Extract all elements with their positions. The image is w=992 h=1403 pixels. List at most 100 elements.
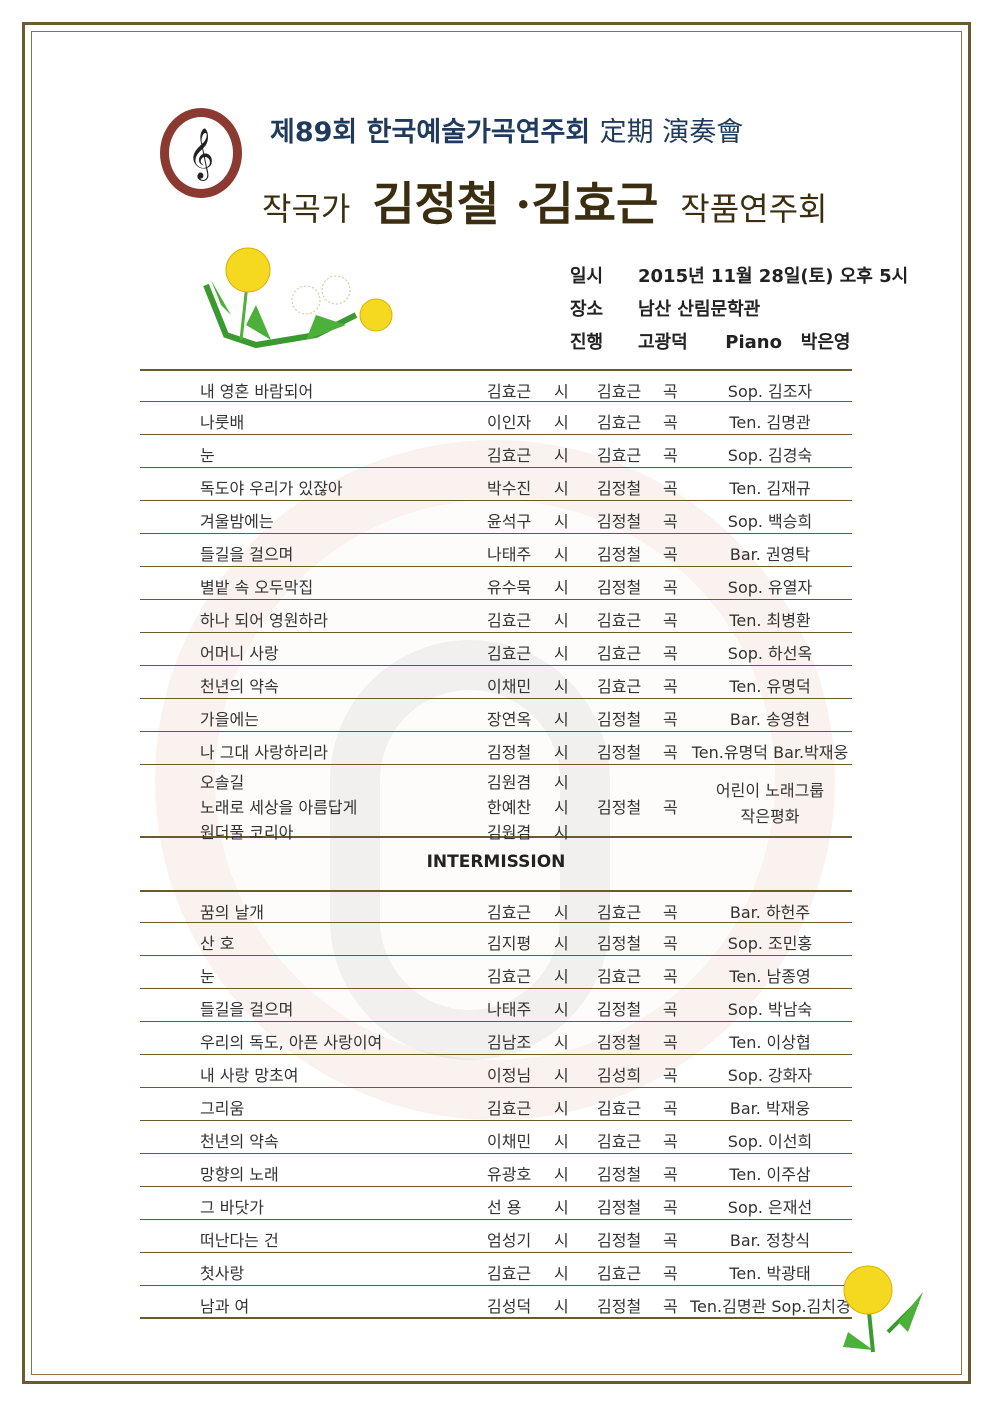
performer: Sop. 이선희 xyxy=(727,1132,813,1151)
program-row: 들길을 걸으며 나태주 시 김정철 곡 Sop. 박남숙 xyxy=(140,989,852,1022)
performer: Sop. 김경숙 xyxy=(727,446,813,465)
lyricist: 김효근 xyxy=(487,1264,532,1283)
composer: 김효근 xyxy=(597,413,642,432)
concert-subtitle: 작곡가 김정철 ·김효근 작품연주회 xyxy=(262,177,828,231)
program-row: 첫사랑 김효근 시 김효근 곡 Ten. 박광태 xyxy=(140,1253,852,1286)
music-label: 곡 xyxy=(663,479,678,498)
composer: 김정철 xyxy=(597,545,642,564)
program-row: 나룻배 이인자 시 김효근 곡 Ten. 김명관 xyxy=(140,402,852,435)
lyricist: 김효근 xyxy=(487,644,532,663)
poem-label: 시 xyxy=(554,773,569,792)
lyricist: 장연옥 xyxy=(487,710,532,729)
composer: 김효근 xyxy=(597,903,642,922)
performer: 작은평화 xyxy=(740,807,800,826)
program-row: 나 그대 사랑하리라 김정철 시 김정철 곡 Ten.유명덕 Bar.박재웅 xyxy=(140,732,852,765)
music-label: 곡 xyxy=(663,743,678,762)
lyricist: 유수묵 xyxy=(487,578,532,597)
lyricist: 김지평 xyxy=(487,934,532,953)
poem-label: 시 xyxy=(554,382,569,401)
music-label: 곡 xyxy=(663,611,678,630)
song-title: 눈 xyxy=(200,446,215,465)
song-title: 어머니 사랑 xyxy=(200,644,279,663)
composer: 김정철 xyxy=(597,798,642,817)
lyricist: 박수진 xyxy=(487,479,532,498)
program-row: 어머니 사랑 김효근 시 김효근 곡 Sop. 하선옥 xyxy=(140,633,852,666)
poem-label: 시 xyxy=(554,1132,569,1151)
music-label: 곡 xyxy=(663,512,678,531)
composer: 김정철 xyxy=(597,578,642,597)
poem-label: 시 xyxy=(554,798,569,817)
poem-label: 시 xyxy=(554,1066,569,1085)
song-title: 나 그대 사랑하리라 xyxy=(200,743,328,762)
poem-label: 시 xyxy=(554,479,569,498)
music-label: 곡 xyxy=(663,1297,678,1316)
poem-label: 시 xyxy=(554,1000,569,1019)
song-title: 그리움 xyxy=(200,1099,245,1118)
composer: 김효근 xyxy=(597,382,642,401)
music-label: 곡 xyxy=(663,1165,678,1184)
song-title: 오솔길 xyxy=(200,773,245,792)
composer: 김효근 xyxy=(597,1264,642,1283)
song-title: 겨울밤에는 xyxy=(200,512,274,531)
program-row: 남과 여 김성덕 시 김정철 곡 Ten.김명관 Sop.김치경 xyxy=(140,1286,852,1319)
song-title: 하나 되어 영원하라 xyxy=(200,611,328,630)
music-label: 곡 xyxy=(663,1132,678,1151)
program-row: 그 바닷가 선 용 시 김정철 곡 Sop. 은재선 xyxy=(140,1187,852,1220)
performer: Ten. 이주삼 xyxy=(729,1165,811,1184)
composer: 김효근 xyxy=(597,611,642,630)
poem-label: 시 xyxy=(554,934,569,953)
song-title: 산 호 xyxy=(200,934,235,953)
song-title: 천년의 약속 xyxy=(200,677,279,696)
dandelion-illustration xyxy=(843,1265,923,1353)
performer: Ten.김명관 Sop.김치경 xyxy=(690,1297,851,1316)
program-part1: 내 영혼 바람되어 김효근 시 김효근 곡 Sop. 김조자 나룻배 이인자 시 김효근 곡 Ten.… xyxy=(140,369,852,842)
song-title: 천년의 약속 xyxy=(200,1132,279,1151)
song-title: 들길을 걸으며 xyxy=(200,545,294,564)
lyricist: 이채민 xyxy=(487,1132,532,1151)
lyricist: 김정철 xyxy=(487,743,532,762)
music-label: 곡 xyxy=(663,1264,678,1283)
composer: 김효근 xyxy=(597,677,642,696)
lyricist: 김남조 xyxy=(487,1033,532,1052)
music-label: 곡 xyxy=(663,934,678,953)
poem-label: 시 xyxy=(554,1033,569,1052)
lyricist: 김효근 xyxy=(487,903,532,922)
program-row: 들길을 걸으며 나태주 시 김정철 곡 Bar. 권영탁 xyxy=(140,534,852,567)
program-row: 눈 김효근 시 김효근 곡 Ten. 남종영 xyxy=(140,956,852,989)
program-row: 눈 김효근 시 김효근 곡 Sop. 김경숙 xyxy=(140,435,852,468)
song-title: 첫사랑 xyxy=(200,1264,245,1283)
concert-title: 제89회 한국예술가곡연주회 定期 演奏會 xyxy=(270,117,744,148)
logo-treble-clef: 𝄞 xyxy=(160,108,242,198)
music-label: 곡 xyxy=(663,967,678,986)
song-title: 들길을 걸으며 xyxy=(200,1000,294,1019)
performer: Ten. 김명관 xyxy=(729,413,811,432)
lyricist: 이인자 xyxy=(487,413,532,432)
performer: Ten. 남종영 xyxy=(729,967,811,986)
composer: 김정철 xyxy=(597,1033,642,1052)
composer: 김정철 xyxy=(597,1198,642,1217)
poem-label: 시 xyxy=(554,1165,569,1184)
poem-label: 시 xyxy=(554,967,569,986)
dandelion-illustration xyxy=(203,247,393,349)
performer: Sop. 강화자 xyxy=(727,1066,813,1085)
music-label: 곡 xyxy=(663,413,678,432)
composer: 김효근 xyxy=(597,967,642,986)
song-title: 노래로 세상을 아름답게 xyxy=(200,798,358,817)
program-row: 우리의 독도, 아픈 사랑이여 김남조 시 김정철 곡 Ten. 이상협 xyxy=(140,1022,852,1055)
song-title: 원더풀 코리아 xyxy=(200,823,294,842)
composer: 김효근 xyxy=(597,644,642,663)
composer: 김성희 xyxy=(597,1066,642,1085)
lyricist: 이채민 xyxy=(487,677,532,696)
poem-label: 시 xyxy=(554,1198,569,1217)
lyricist: 김성덕 xyxy=(487,1297,532,1316)
poem-label: 시 xyxy=(554,1264,569,1283)
poem-label: 시 xyxy=(554,677,569,696)
lyricist: 한예찬 xyxy=(487,798,532,817)
performer: Bar. 박재웅 xyxy=(729,1099,811,1118)
music-label: 곡 xyxy=(663,903,678,922)
program-row: 떠난다는 건 엄성기 시 김정철 곡 Bar. 정창식 xyxy=(140,1220,852,1253)
music-label: 곡 xyxy=(663,382,678,401)
performer: Sop. 은재선 xyxy=(727,1198,813,1217)
program-row: 별밭 속 오두막집 유수묵 시 김정철 곡 Sop. 유열자 xyxy=(140,567,852,600)
lyricist: 김효근 xyxy=(487,611,532,630)
